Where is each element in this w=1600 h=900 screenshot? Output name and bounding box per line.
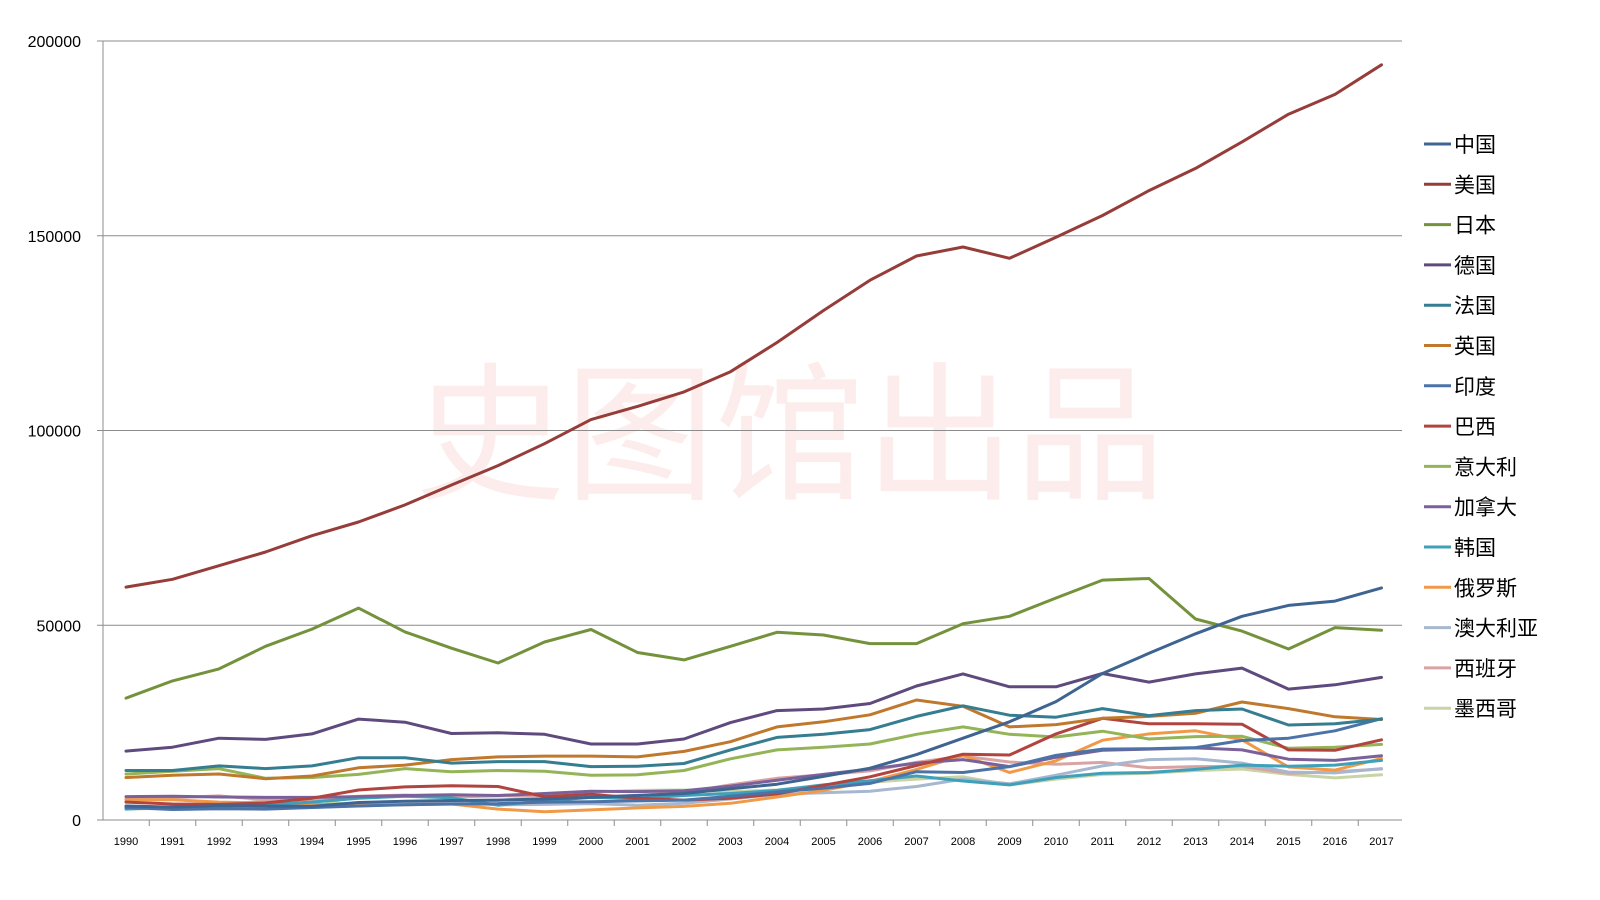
x-tick-label: 2005 xyxy=(811,836,835,848)
x-tick-label: 2015 xyxy=(1276,836,1300,848)
legend-label: 俄罗斯 xyxy=(1454,576,1517,600)
x-tick-label: 2017 xyxy=(1369,836,1393,848)
axes xyxy=(97,40,1402,826)
x-tick-label: 2008 xyxy=(951,836,975,848)
y-axis-tick-labels: 0 50000 100000 150000 200000 xyxy=(28,34,81,830)
x-tick-label: 2014 xyxy=(1230,836,1254,848)
series-line xyxy=(124,704,1383,772)
gridlines xyxy=(103,40,1402,626)
x-tick-label: 2016 xyxy=(1323,836,1347,848)
x-tick-label: 1999 xyxy=(532,836,556,848)
legend-label: 澳大利亚 xyxy=(1454,617,1538,641)
x-tick-label: 2000 xyxy=(579,836,603,848)
legend-label: 意大利 xyxy=(1454,455,1517,479)
x-tick-label: 2002 xyxy=(672,836,696,848)
legend-label: 加拿大 xyxy=(1454,496,1517,520)
legend-label: 印度 xyxy=(1454,375,1496,399)
series-lines xyxy=(124,63,1383,814)
x-tick-label: 2004 xyxy=(765,836,789,848)
series-line xyxy=(124,716,1383,806)
legend-label: 美国 xyxy=(1454,173,1496,197)
y-tick-label: 200000 xyxy=(28,34,81,51)
legend-label: 德国 xyxy=(1454,254,1496,278)
legend-label: 中国 xyxy=(1454,133,1496,157)
series-line xyxy=(124,717,1383,811)
x-axis-tick-labels: 1990 1991 1992 1993 1994 1995 1996 1997 1998 1999… xyxy=(114,836,1394,848)
series-line xyxy=(124,725,1383,780)
x-tick-label: 2001 xyxy=(625,836,649,848)
y-tick-label: 0 xyxy=(72,813,81,830)
x-tick-label: 2003 xyxy=(718,836,742,848)
x-tick-label: 2013 xyxy=(1183,836,1207,848)
x-tick-label: 1993 xyxy=(253,836,277,848)
x-tick-label: 2011 xyxy=(1091,836,1115,848)
x-tick-label: 2006 xyxy=(858,836,882,848)
legend-label: 法国 xyxy=(1454,294,1496,318)
series-line xyxy=(124,577,1383,700)
series-line xyxy=(124,666,1383,753)
x-tick-label: 2010 xyxy=(1044,836,1068,848)
x-tick-label: 2007 xyxy=(904,836,928,848)
watermark-text: 史图馆出品 xyxy=(415,350,1165,524)
x-tick-label: 1997 xyxy=(439,836,463,848)
legend-label: 西班牙 xyxy=(1454,657,1517,681)
legend-label: 韩国 xyxy=(1454,536,1496,560)
y-tick-label: 50000 xyxy=(37,618,82,635)
x-tick-label: 1994 xyxy=(300,836,324,848)
x-tick-label: 2012 xyxy=(1137,836,1161,848)
legend-label: 英国 xyxy=(1454,335,1496,359)
series-line xyxy=(124,758,1383,811)
series-line xyxy=(124,63,1383,589)
x-tick-label: 1995 xyxy=(346,836,370,848)
x-tick-label: 1990 xyxy=(114,836,138,848)
x-tick-label: 1991 xyxy=(160,836,184,848)
x-tick-label: 1998 xyxy=(486,836,510,848)
x-tick-label: 1992 xyxy=(207,836,231,848)
series-line xyxy=(124,698,1383,781)
x-tick-label: 2009 xyxy=(997,836,1021,848)
legend-label: 墨西哥 xyxy=(1454,697,1517,721)
y-tick-label: 100000 xyxy=(28,424,81,441)
legend-label: 巴西 xyxy=(1454,415,1496,439)
x-tick-label: 1996 xyxy=(393,836,417,848)
legend-label: 日本 xyxy=(1454,214,1496,238)
y-tick-label: 150000 xyxy=(28,229,81,246)
series-line xyxy=(124,586,1383,809)
